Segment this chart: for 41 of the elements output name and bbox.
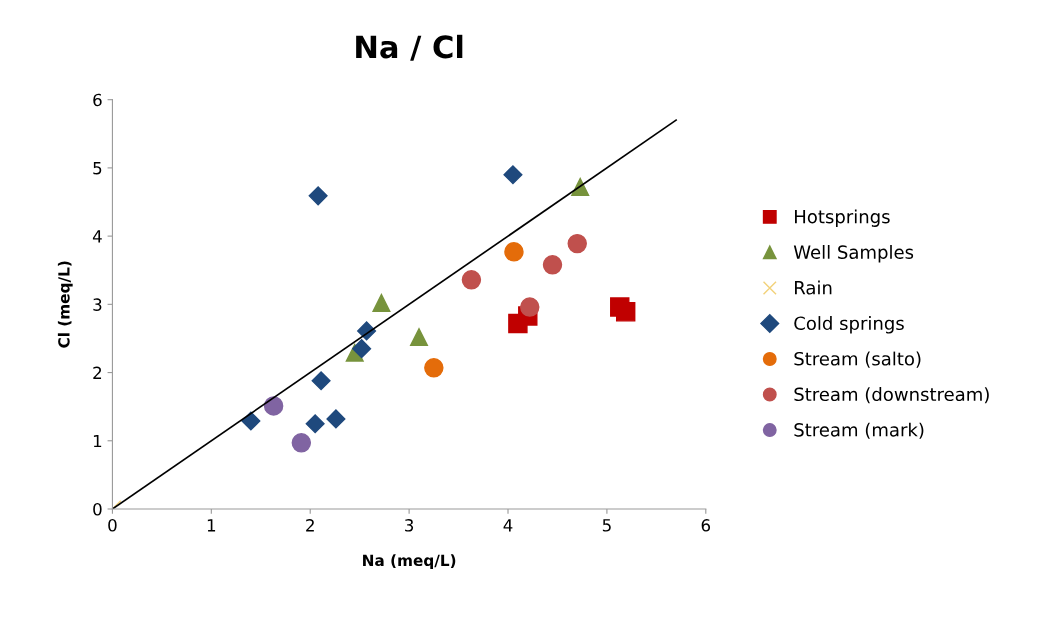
point bbox=[308, 186, 328, 206]
chart-title: Na / Cl bbox=[356, 34, 463, 61]
y-tick-label: 5 bbox=[93, 162, 102, 175]
legend-label: Stream (mark) bbox=[794, 422, 924, 439]
point bbox=[305, 414, 325, 434]
legend-label: Well Samples bbox=[793, 245, 914, 263]
y-tick-label: 1 bbox=[93, 434, 102, 448]
point bbox=[424, 358, 444, 378]
point bbox=[567, 233, 587, 254]
legend-label: Cold springs bbox=[794, 316, 904, 334]
point bbox=[372, 293, 391, 312]
x-tick-label: 0 bbox=[108, 519, 117, 532]
x-tick-label: 1 bbox=[207, 519, 216, 532]
x-tick-label: 6 bbox=[701, 519, 711, 532]
point bbox=[311, 371, 331, 391]
y-tick-label: 0 bbox=[93, 502, 102, 516]
x-axis-title: Na (meq/L) bbox=[363, 554, 456, 570]
x-tick-label: 4 bbox=[503, 519, 513, 532]
point bbox=[461, 270, 482, 290]
x-tick-label: 5 bbox=[602, 519, 611, 532]
y-tick-label: 2 bbox=[93, 366, 102, 379]
y-tick-label: 3 bbox=[93, 298, 102, 311]
y-tick-label: 4 bbox=[92, 230, 102, 243]
point bbox=[409, 328, 429, 347]
x-tick-label: 2 bbox=[306, 519, 314, 532]
legend-label: Stream (downstream) bbox=[794, 387, 989, 404]
point bbox=[326, 409, 346, 429]
legend-label: Hotsprings bbox=[795, 209, 890, 227]
point bbox=[615, 302, 636, 322]
point bbox=[263, 396, 284, 416]
y-tick-label: 6 bbox=[93, 93, 102, 107]
point bbox=[503, 165, 523, 185]
point bbox=[542, 255, 563, 275]
point bbox=[352, 339, 372, 359]
legend-label: Rain bbox=[795, 280, 832, 295]
point bbox=[291, 433, 312, 453]
point bbox=[520, 297, 540, 317]
point bbox=[504, 242, 524, 262]
legend-label: Stream (salto) bbox=[794, 351, 921, 368]
y-axis-title: Cl (meq/L) bbox=[57, 261, 73, 348]
x-tick-label: 3 bbox=[405, 519, 414, 532]
